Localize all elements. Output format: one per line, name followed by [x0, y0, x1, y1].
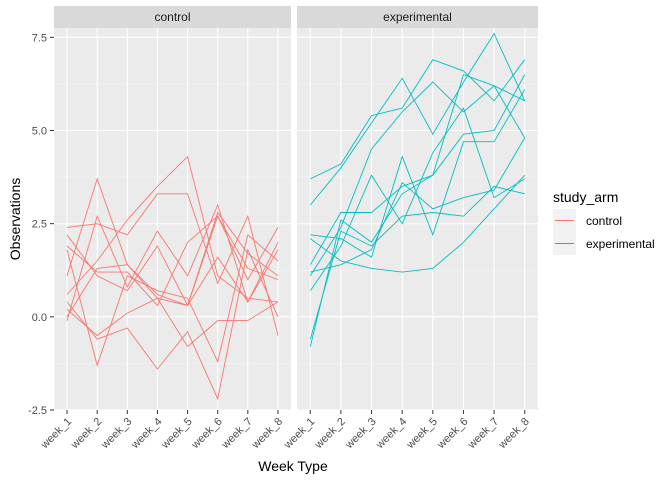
legend-label: control — [586, 214, 622, 228]
series-line-experimental-10 — [310, 137, 526, 273]
panel-experimental: experimental — [297, 6, 538, 411]
series-line-control-5 — [66, 203, 279, 321]
series-line-experimental-1 — [310, 59, 526, 180]
x-tick-label: week_1 — [38, 416, 74, 452]
series-line-control-9 — [66, 155, 279, 303]
x-tick-label: week_6 — [435, 416, 471, 452]
panel-background — [54, 28, 291, 410]
legend-title: study_arm — [553, 189, 618, 205]
series-line-experimental-4 — [309, 74, 526, 347]
series-line-experimental-7 — [309, 107, 525, 291]
x-tick-label: week_7 — [219, 416, 255, 452]
y-tick-label: 5.0 — [32, 125, 47, 137]
legend-entry-experimental: experimental — [553, 232, 655, 255]
x-axis-title: Week Type — [258, 458, 328, 474]
strip-experimental — [297, 6, 538, 28]
legend-label: experimental — [586, 237, 655, 251]
strip-label-control: control — [154, 10, 190, 24]
legend-entry-control: control — [553, 209, 622, 232]
series-line-control-6 — [66, 248, 279, 401]
x-tick-label: week_4 — [129, 416, 165, 452]
series-line-control-4 — [66, 211, 279, 318]
y-tick-label: 0.0 — [32, 312, 47, 324]
x-tick-label: week_8 — [249, 416, 285, 452]
series-line-experimental-3 — [309, 81, 525, 277]
x-tick-label: week_4 — [373, 416, 409, 452]
series-line-control-2 — [66, 177, 279, 307]
x-tick-label: week_3 — [343, 416, 379, 452]
x-tick-label: week_6 — [189, 416, 225, 452]
strip-label-experimental: experimental — [383, 10, 452, 24]
x-tick-label: week_5 — [159, 416, 195, 452]
series-line-experimental-6 — [309, 74, 526, 265]
series-line-control-3 — [66, 193, 279, 336]
panel-background — [297, 28, 538, 410]
x-tick-label: week_7 — [465, 416, 501, 452]
series-line-experimental-2 — [309, 32, 526, 206]
series-line-control-1 — [66, 297, 279, 348]
y-tick-label: 7.5 — [32, 32, 47, 44]
x-tick-label: week_2 — [312, 416, 348, 452]
legend: study_arm control experimental — [553, 189, 655, 255]
x-tick-label: week_5 — [404, 416, 440, 452]
x-tick-label: week_1 — [281, 416, 317, 452]
y-axis-title: Observations — [7, 178, 23, 260]
x-tick-label: week_3 — [98, 416, 134, 452]
series-line-control-10 — [66, 215, 279, 307]
y-tick-label: 2.5 — [32, 219, 47, 231]
x-tick-label: week_2 — [68, 416, 104, 452]
strip-control — [54, 6, 291, 28]
y-tick-label: -2.5 — [28, 405, 47, 417]
panel-control: control — [54, 6, 291, 411]
x-tick-label: week_8 — [496, 416, 532, 452]
series-line-control-8 — [66, 233, 279, 367]
